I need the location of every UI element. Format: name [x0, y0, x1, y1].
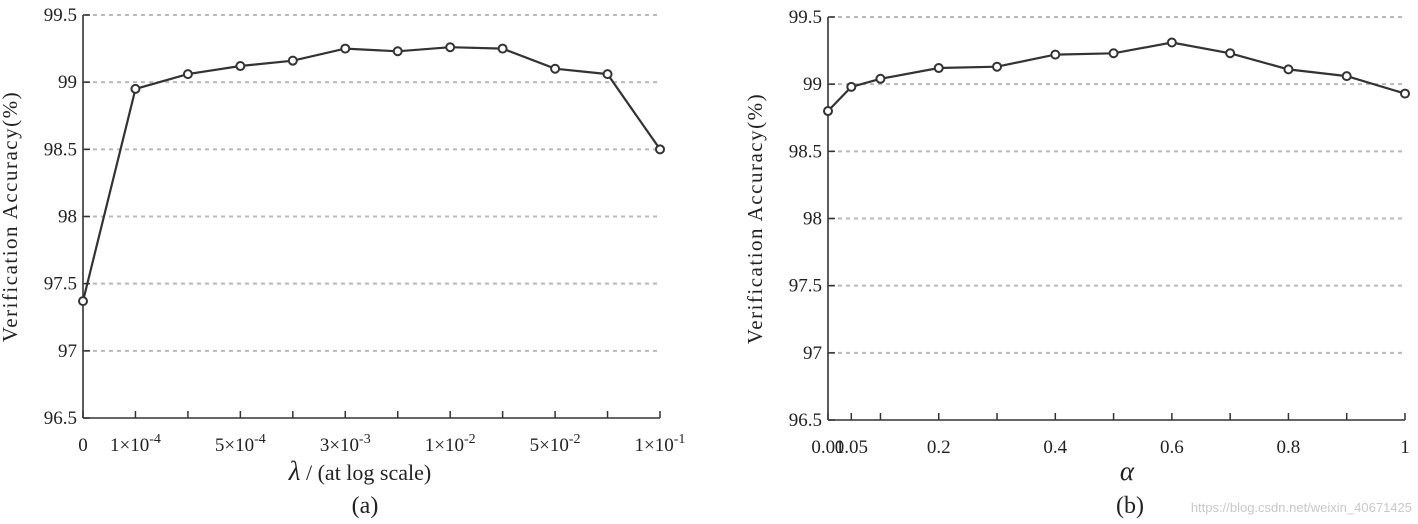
- x-tick-label: 1×10-4: [110, 432, 161, 456]
- y-tick-label: 98: [58, 207, 77, 228]
- data-point: [392, 46, 403, 57]
- y-tick-label: 97.5: [789, 276, 822, 297]
- y-tick-label: 96.5: [44, 408, 77, 429]
- panel-a-chart: 96.5 97 97.5 98 98.5 99 99.5 0 1×10-4 5×10-4 3×10-…: [0, 5, 685, 519]
- y-tick-label: 98.5: [789, 141, 822, 162]
- data-point: [1283, 64, 1294, 75]
- data-point: [1108, 48, 1119, 59]
- data-point: [182, 69, 193, 80]
- x-tick-label: 5×10-4: [215, 432, 266, 456]
- series-line: [81, 46, 661, 302]
- y-tick-label: 97.5: [44, 274, 77, 295]
- data-point: [1341, 71, 1352, 82]
- data-point: [992, 61, 1003, 72]
- data-point: [497, 43, 508, 54]
- y-tick-label: 98: [803, 209, 822, 230]
- y-tick-label: 96.5: [789, 410, 822, 431]
- data-point: [130, 83, 141, 94]
- x-axis-label: λ / (at log scale): [288, 456, 431, 486]
- y-tick-label: 99: [803, 74, 822, 95]
- x-tick-label: 0.05: [835, 437, 868, 458]
- x-tick-label: 5×10-2: [530, 432, 581, 456]
- data-point: [287, 55, 298, 66]
- y-tick-label: 99.5: [789, 7, 822, 28]
- x-tick-label: 0.4: [1043, 437, 1067, 458]
- data-point: [655, 144, 665, 155]
- data-point: [875, 73, 886, 84]
- x-tick-label: 1×10-2: [425, 432, 476, 456]
- y-axis-label: Verification Accuracy(%): [0, 91, 22, 342]
- x-tick-label: 3×10-3: [320, 432, 371, 456]
- data-point: [823, 106, 833, 117]
- y-tick-label: 97: [803, 343, 822, 364]
- y-tick-label: 99.5: [44, 5, 77, 26]
- watermark: https://blog.csdn.net/weixin_40671425: [1191, 500, 1412, 515]
- data-point: [1225, 48, 1236, 59]
- data-point: [602, 69, 613, 80]
- x-tick-label: 1×10-1: [635, 432, 686, 456]
- panel-caption: (b): [1116, 493, 1144, 519]
- data-point: [340, 43, 351, 54]
- x-tick-label: 0: [78, 435, 88, 456]
- y-axis-label: Verification Accuracy(%): [743, 93, 767, 344]
- series-line: [827, 41, 1406, 112]
- x-tick-label: 0.8: [1277, 437, 1301, 458]
- data-point: [445, 42, 456, 53]
- x-tick-label: 0.01: [811, 437, 844, 458]
- x-tick-label: 0.2: [927, 437, 951, 458]
- data-point: [78, 296, 88, 307]
- x-axis-label: α: [1120, 456, 1135, 486]
- data-point: [1166, 37, 1177, 48]
- panel-caption: (a): [352, 493, 379, 519]
- panel-b-chart: 96.5 97 97.5 98 98.5 99 99.5 0.010.05 0.2 0.4 0.6 0…: [743, 7, 1410, 519]
- y-tick-label: 97: [58, 341, 77, 362]
- y-tick-label: 99: [58, 72, 77, 93]
- x-tick-label: 1: [1400, 437, 1410, 458]
- data-point: [235, 61, 246, 72]
- data-point: [933, 63, 944, 74]
- data-point: [846, 81, 857, 92]
- data-point: [550, 63, 561, 74]
- x-tick-label: 0.6: [1160, 437, 1184, 458]
- data-point: [1400, 88, 1410, 99]
- data-point: [1050, 49, 1061, 60]
- y-tick-label: 98.5: [44, 139, 77, 160]
